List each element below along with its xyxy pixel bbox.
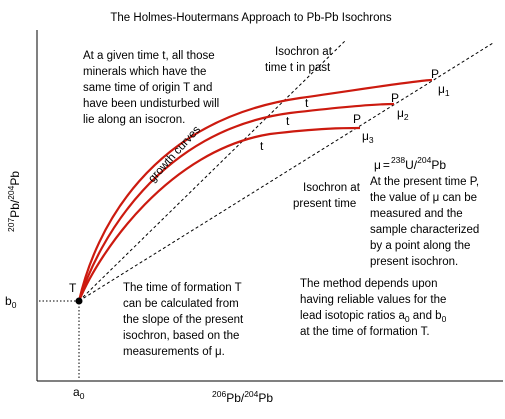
note-mu-description: At the present time P, the value of μ ca… xyxy=(370,176,483,268)
note-isochron-past: Isochron at time t in past xyxy=(265,46,335,74)
mu-formula: μ =238U/204Pb xyxy=(374,155,446,172)
growth-curves-label: growth curves xyxy=(146,124,203,185)
note-method: The method depends upon having reliable … xyxy=(300,278,450,338)
label-a0: a0 xyxy=(73,385,85,401)
label-P-3: P xyxy=(353,112,361,126)
label-P-1: P xyxy=(431,67,439,81)
diagram-title: The Holmes-Houtermans Approach to Pb-Pb … xyxy=(110,12,391,24)
note-isochron-present: Isochron at present time xyxy=(293,182,363,210)
isochron-present-line xyxy=(78,42,494,302)
note-time-of-formation: The time of formation T can be calculate… xyxy=(123,282,246,358)
x-axis-label: 206Pb/204Pb xyxy=(212,389,273,405)
label-mu-2: μ2 xyxy=(397,106,409,122)
growth-curve-2 xyxy=(77,102,395,302)
label-mu-3: μ3 xyxy=(362,129,374,145)
label-t-1: t xyxy=(305,96,309,110)
label-mu-1: μ1 xyxy=(438,82,450,98)
label-t-2: t xyxy=(286,114,290,128)
origin-point-T xyxy=(75,297,83,305)
label-T: T xyxy=(69,281,77,295)
growth-curve-1 xyxy=(77,78,433,302)
label-t-3: t xyxy=(260,139,264,153)
label-P-2: P xyxy=(391,91,399,105)
growth-curve-3 xyxy=(77,126,361,302)
label-b0: b0 xyxy=(5,294,17,310)
isochron-past-line xyxy=(78,39,347,302)
note-top-left: At a given time t, all those minerals wh… xyxy=(83,50,222,126)
y-axis-label: 207Pb/204Pb xyxy=(6,171,22,232)
